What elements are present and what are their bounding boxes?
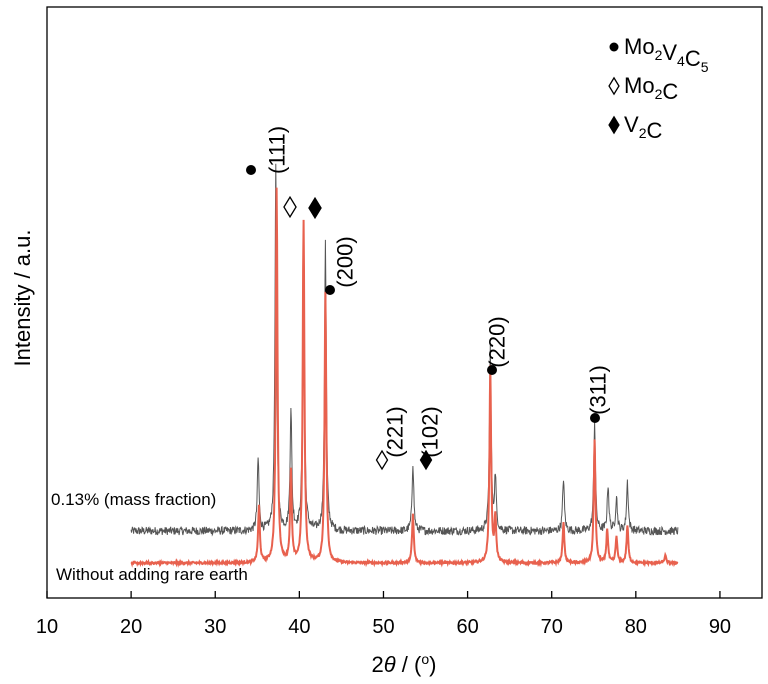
series-label: Without adding rare earth xyxy=(56,565,248,584)
circle-marker xyxy=(325,285,335,295)
x-tick-label: 50 xyxy=(372,616,394,638)
series-layer: 0.13% (mass fraction) Without adding rare… xyxy=(51,163,679,584)
circle-marker xyxy=(609,42,619,52)
y-axis-label: Intensity / a.u. xyxy=(10,230,35,367)
peak-label: (221) xyxy=(383,406,408,457)
circle-marker xyxy=(590,413,600,423)
open-diamond-marker xyxy=(283,195,297,219)
peak-label: (200) xyxy=(333,236,358,287)
peak-label: (102) xyxy=(418,406,443,457)
filled-diamond-marker xyxy=(608,115,620,135)
x-tick-label: 30 xyxy=(204,616,226,638)
peak-label: (220) xyxy=(485,316,510,367)
filled-diamond-marker xyxy=(419,449,433,471)
open-diamond-marker xyxy=(608,76,620,96)
circle-marker xyxy=(246,165,256,175)
x-tick-label: 70 xyxy=(541,616,563,638)
plot-frame xyxy=(46,6,763,599)
circle-marker xyxy=(487,365,497,375)
legend-entry: Mo2V4C5 xyxy=(624,34,709,75)
x-axis-label: 2θ / (o) xyxy=(372,651,437,677)
filled-diamond-marker xyxy=(308,196,322,220)
legend-entry: Mo2C xyxy=(624,73,678,104)
x-tick-label: 90 xyxy=(709,616,731,638)
x-tick-label: 40 xyxy=(288,616,310,638)
series-line xyxy=(130,187,679,568)
x-tick-label: 10 xyxy=(36,616,58,638)
series-label: 0.13% (mass fraction) xyxy=(51,490,216,509)
peak-label: (111) xyxy=(265,126,290,174)
x-tick-label: 20 xyxy=(120,616,142,638)
peak-label: (311) xyxy=(586,365,611,415)
x-tick-label: 80 xyxy=(625,616,647,638)
series-line xyxy=(130,163,679,537)
x-tick-label: 60 xyxy=(456,616,478,638)
axes: 10 20 30 40 50 60 70 80 90 xyxy=(36,6,763,638)
legend-entry: V2C xyxy=(624,112,662,143)
open-diamond-marker xyxy=(375,449,389,471)
annotations: (111) (200) (221) (102) (220) (311) xyxy=(246,126,611,471)
